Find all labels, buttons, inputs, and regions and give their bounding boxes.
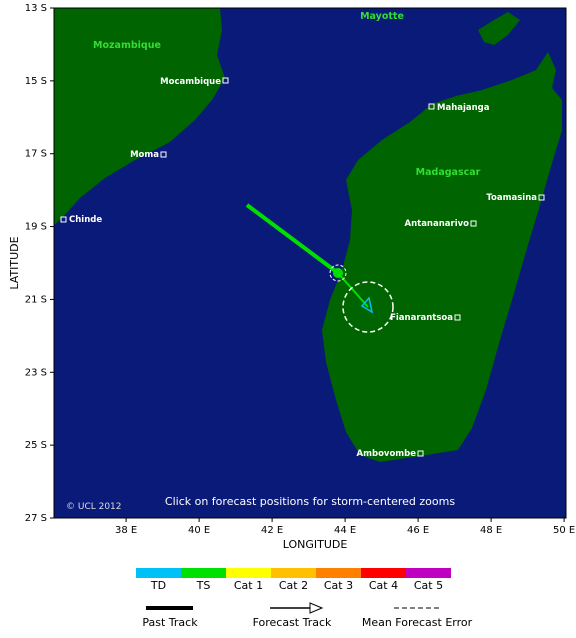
land-africa	[54, 8, 225, 225]
intensity-label: TD	[150, 579, 166, 592]
lat-tick-label: 23 S	[25, 367, 47, 378]
city-label: Moma	[130, 150, 159, 160]
lat-tick-label: 19 S	[25, 222, 47, 233]
lat-tick-label: 15 S	[25, 76, 47, 87]
city-label: Mahajanga	[437, 103, 490, 113]
legend-label: Mean Forecast Error	[362, 616, 473, 629]
lon-tick-label: 42 E	[261, 525, 283, 536]
city-marker	[538, 194, 545, 201]
lon-tick-label: 48 E	[480, 525, 502, 536]
intensity-swatch	[181, 568, 226, 578]
region-label: Madagascar	[416, 167, 481, 178]
intensity-label: Cat 5	[414, 579, 443, 592]
intensity-swatch	[316, 568, 361, 578]
city-label: Fianarantsoa	[390, 313, 453, 323]
legend-label: Forecast Track	[253, 616, 332, 629]
intensity-swatch	[271, 568, 316, 578]
lat-tick-label: 13 S	[25, 3, 47, 14]
city-marker	[160, 151, 167, 158]
intensity-label: Cat 3	[324, 579, 353, 592]
intensity-label: Cat 1	[234, 579, 263, 592]
city-label: Ambovombe	[357, 449, 417, 459]
city-marker	[222, 77, 229, 84]
lon-tick-label: 40 E	[188, 525, 210, 536]
land-comoros	[478, 12, 520, 45]
forecast-arrow[interactable]	[360, 296, 374, 314]
storm-position[interactable]	[333, 268, 343, 278]
lat-tick-label: 27 S	[25, 513, 47, 524]
city-marker	[417, 450, 424, 457]
region-label: Mayotte	[360, 11, 404, 22]
lat-tick-label: 21 S	[25, 294, 47, 305]
track-legend: Past Track Forecast Track Mean Forecast …	[142, 602, 473, 629]
error-circle	[342, 281, 394, 333]
intensity-label: TS	[196, 579, 211, 592]
forecast-arrow-sample	[309, 602, 324, 614]
lat-tick-label: 17 S	[25, 149, 47, 160]
note: Click on forecast positions for storm-ce…	[165, 495, 455, 508]
intensity-swatch	[226, 568, 271, 578]
city-label: Chinde	[69, 215, 102, 225]
cities	[60, 77, 545, 457]
legend-label: Past Track	[142, 616, 198, 629]
city-marker	[60, 216, 67, 223]
lon-tick-label: 38 E	[115, 525, 137, 536]
city-marker	[454, 314, 461, 321]
x-axis-title: LONGITUDE	[283, 538, 348, 551]
lon-tick-label: 46 E	[407, 525, 429, 536]
land-madagascar	[322, 52, 562, 462]
intensity-swatch	[136, 568, 181, 578]
lat-tick-label: 25 S	[25, 440, 47, 451]
city-label: Toamasina	[486, 193, 537, 203]
past-track	[245, 203, 340, 275]
lon-tick-label: 50 E	[553, 525, 575, 536]
copyright: © UCL 2012	[66, 502, 122, 512]
intensity-swatch	[361, 568, 406, 578]
city-marker	[470, 220, 477, 227]
city-label: Mocambique	[160, 77, 221, 87]
intensity-label: Cat 2	[279, 579, 308, 592]
frame	[53, 7, 567, 519]
region-label: Mozambique	[93, 40, 161, 51]
intensity-swatch	[406, 568, 451, 578]
error-circle	[329, 264, 347, 282]
lon-tick-label: 44 E	[334, 525, 356, 536]
city-label: Antananarivo	[405, 219, 470, 229]
y-axis-title: LATITUDE	[8, 236, 21, 289]
intensity-label: Cat 4	[369, 579, 398, 592]
city-marker	[428, 103, 435, 110]
